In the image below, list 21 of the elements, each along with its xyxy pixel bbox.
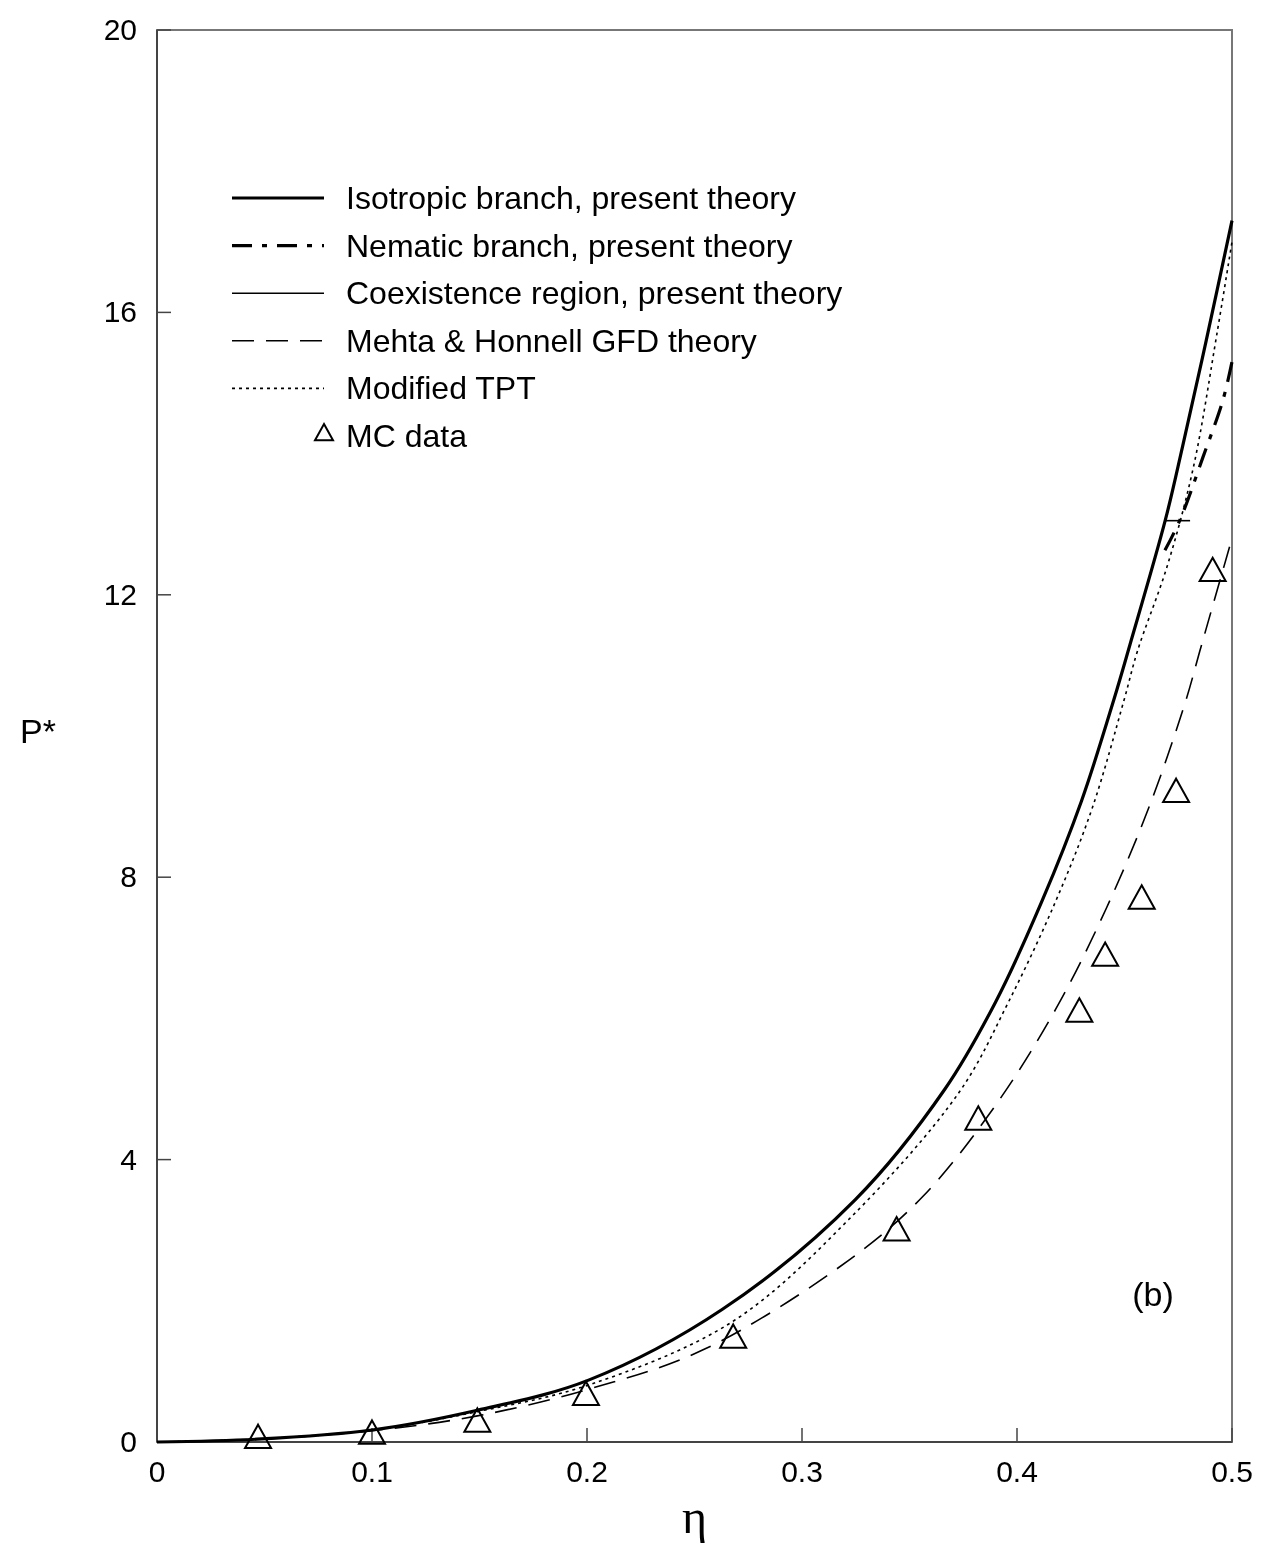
x-tick-label: 0 bbox=[148, 1455, 166, 1488]
y-tick-label: 16 bbox=[103, 295, 137, 329]
y-tick-label: 8 bbox=[120, 860, 137, 894]
x-tick-label: 0.4 bbox=[996, 1455, 1038, 1488]
legend-label: Nematic branch, present theory bbox=[346, 227, 793, 264]
legend-label: Isotropic branch, present theory bbox=[346, 180, 797, 216]
legend-label: Modified TPT bbox=[346, 370, 536, 407]
y-tick-label: 4 bbox=[120, 1142, 137, 1176]
y-axis-title: P* bbox=[20, 712, 56, 750]
y-tick-label: 20 bbox=[103, 13, 137, 46]
y-tick-label: 0 bbox=[120, 1425, 137, 1458]
x-tick-label: 0.2 bbox=[566, 1455, 608, 1488]
annotation: (b) bbox=[1132, 1275, 1174, 1313]
legend-label: Coexistence region, present theory bbox=[346, 275, 843, 312]
y-tick-label: 12 bbox=[103, 577, 137, 611]
x-axis-title: η bbox=[681, 1490, 708, 1543]
x-tick-label: 0.5 bbox=[1211, 1455, 1253, 1488]
x-tick-label: 0.3 bbox=[781, 1455, 823, 1488]
legend-label: MC data bbox=[346, 418, 468, 454]
legend-label: Mehta & Honnell GFD theory bbox=[346, 322, 757, 359]
x-tick-label: 0.1 bbox=[351, 1455, 393, 1488]
